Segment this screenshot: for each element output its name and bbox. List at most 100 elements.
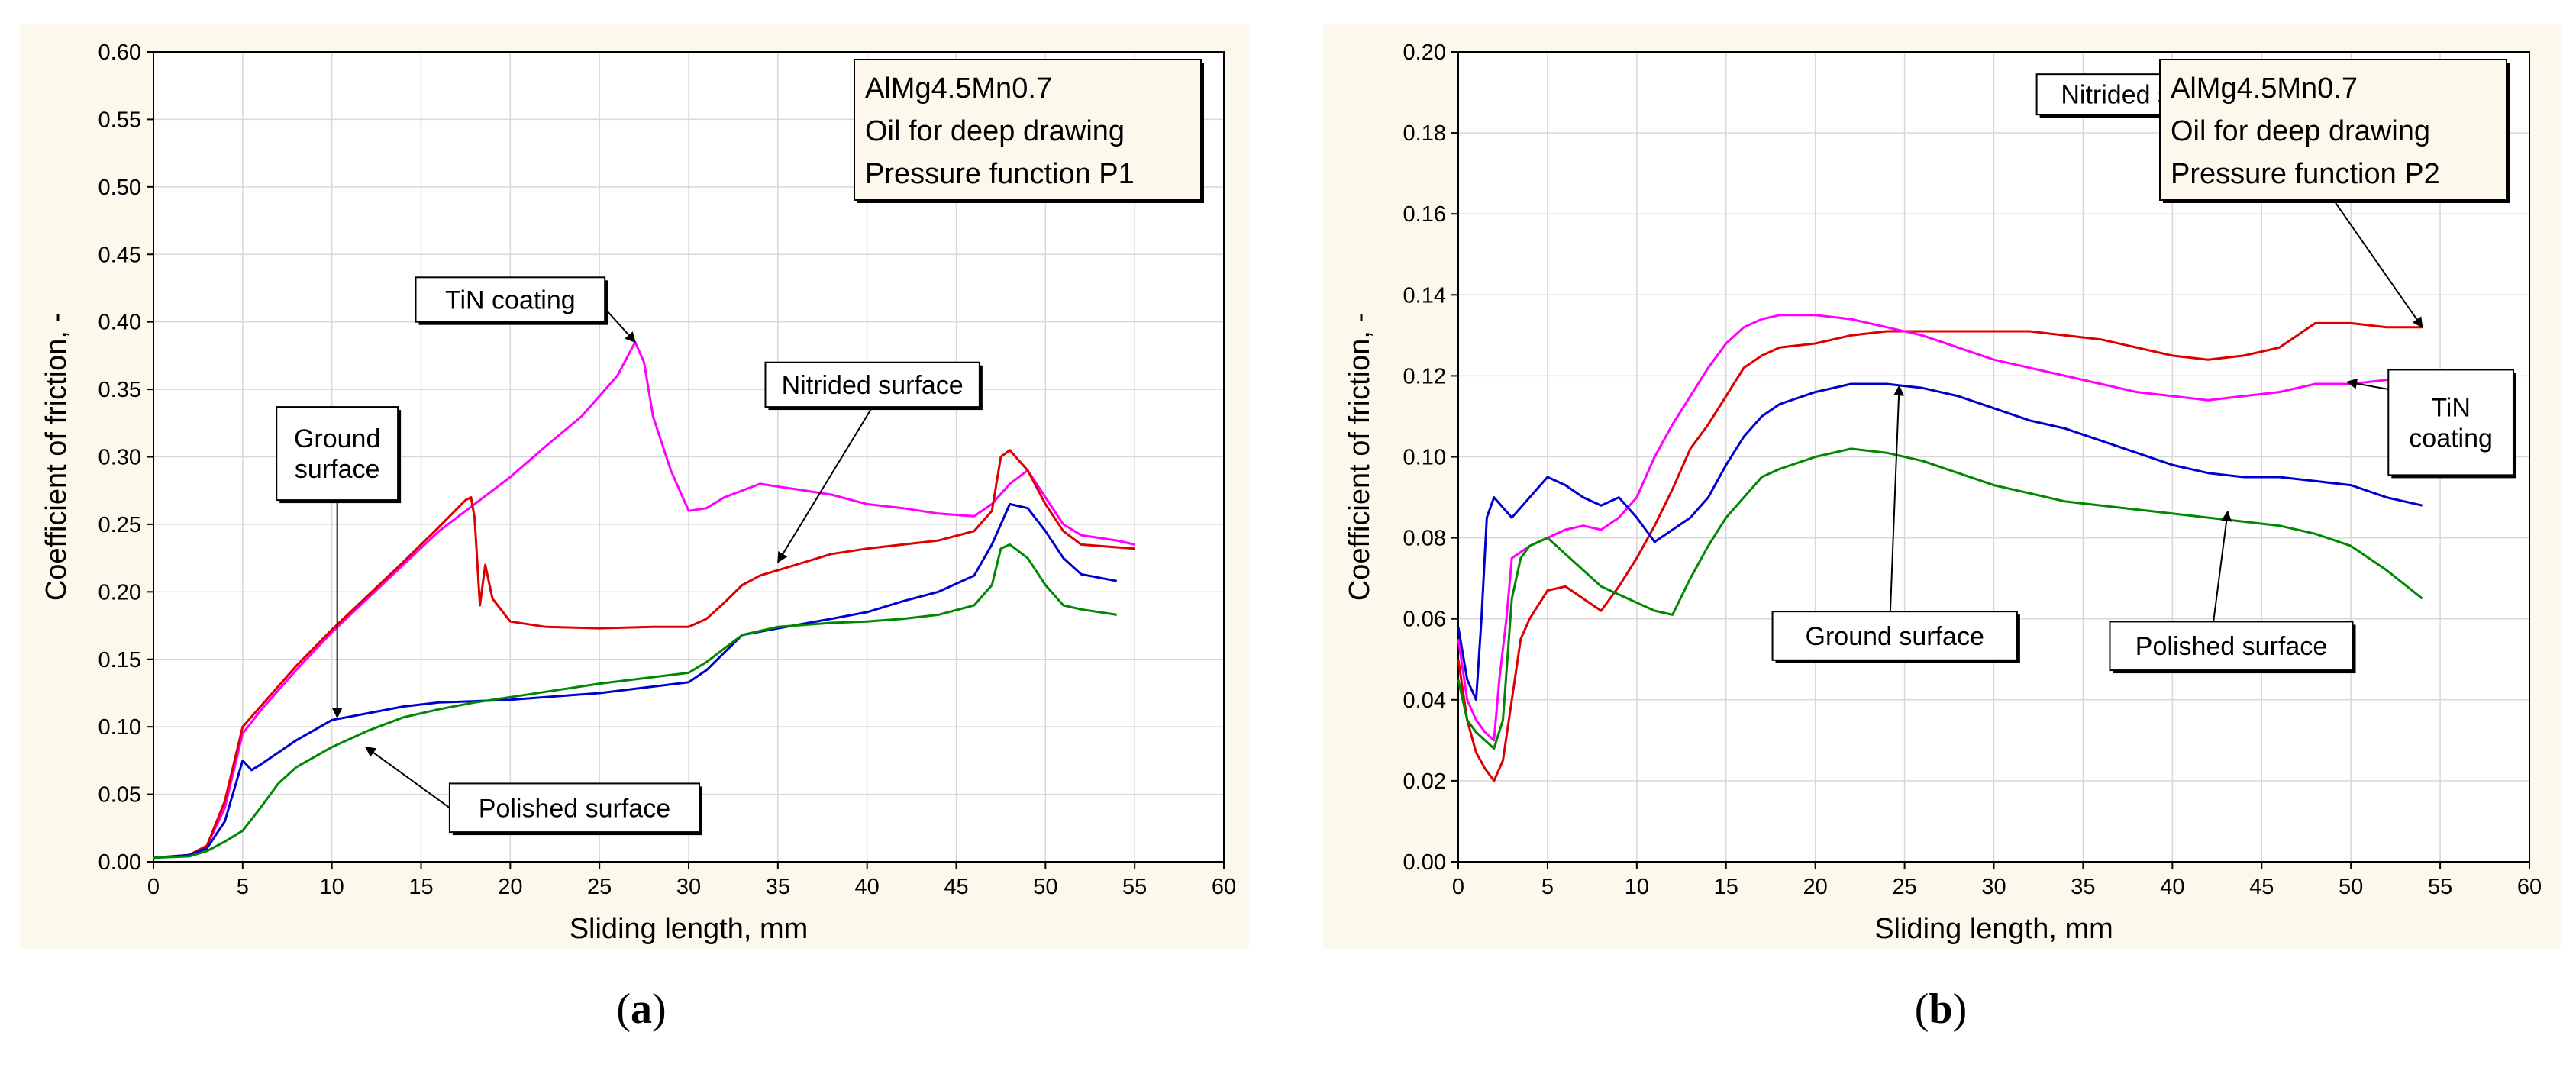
x-tick-label: 55 [1122, 875, 1147, 899]
annotation-text: Ground surface [1806, 622, 1984, 651]
annotation-arrow [604, 308, 636, 343]
y-tick-label: 0.25 [98, 513, 141, 537]
y-tick-label: 0.04 [1403, 689, 1446, 713]
y-tick-label: 0.06 [1403, 608, 1446, 632]
y-tick-label: 0.45 [98, 243, 141, 267]
annotation-polished-surface: Polished surface [2109, 510, 2356, 674]
x-tick-label: 5 [1541, 875, 1554, 899]
y-tick-label: 0.35 [98, 378, 141, 402]
x-axis-label: Sliding length, mm [570, 913, 809, 945]
x-tick-label: 30 [676, 875, 701, 899]
x-tick-label: 20 [1803, 875, 1828, 899]
plot-frame [1457, 51, 2530, 863]
info-box: AlMg4.5Mn0.7 Oil for deep drawing Pressure… [2159, 59, 2510, 203]
panel-a-caption: (a) [616, 985, 667, 1033]
x-tick-label: 45 [944, 875, 968, 899]
chart-a-svg: 0 5 10 15 20 25 30 35 40 45 50 55 60 0.00 0.05 0.10 0.15… [40, 40, 1236, 945]
y-tick-label: 0.08 [1403, 527, 1446, 551]
x-tick-label: 60 [1212, 875, 1236, 899]
annotation-arrow [364, 746, 450, 809]
x-tick-label: 10 [320, 875, 344, 899]
y-tick-label: 0.16 [1403, 202, 1446, 227]
y-tick-label: 0.60 [98, 40, 141, 65]
x-tick-label: 60 [2517, 875, 2542, 899]
y-tick-label: 0.15 [98, 648, 141, 672]
annotation-box [2387, 369, 2514, 476]
y-tick-label: 0.00 [98, 850, 141, 875]
y-axis-label: Coefficient of friction, - [1344, 313, 1376, 601]
series-line-ground-surface [153, 502, 1118, 860]
x-tick-label: 45 [2249, 875, 2274, 899]
x-tick-label: 35 [2071, 875, 2095, 899]
y-tick-label: 0.02 [1403, 769, 1446, 794]
chart-panel-a: 0 5 10 15 20 25 30 35 40 45 50 55 60 0.00 0.05 0.10 0.15… [20, 24, 1249, 949]
annotation-text: Polished surface [479, 794, 670, 823]
info-box-line: AlMg4.5Mn0.7 [865, 73, 1052, 105]
plot-frame [153, 51, 1225, 863]
series-line-nitrided-surface [153, 449, 1135, 860]
annotation-box [1771, 611, 2018, 661]
x-tick-label: 25 [1892, 875, 1916, 899]
x-tick-label: 5 [237, 875, 249, 899]
x-tick-label: 20 [498, 875, 522, 899]
x-tick-label: 10 [1625, 875, 1649, 899]
annotation-arrow [2213, 510, 2232, 622]
y-tick-label: 0.00 [1403, 850, 1446, 875]
x-tick-label: 40 [2160, 875, 2184, 899]
annotation-text: Ground [294, 424, 380, 453]
series-line-polished-surface [153, 543, 1118, 860]
series-line-nitrided-surface [1457, 321, 2423, 782]
annotation-polished-surface: Polished surface [364, 746, 703, 836]
y-tick-label: 0.05 [98, 783, 141, 808]
annotation-text: coating [2409, 424, 2493, 453]
series-line-ground-surface [1457, 382, 2423, 701]
info-box-line: AlMg4.5Mn0.7 [2171, 73, 2358, 105]
x-tick-label: 30 [1981, 875, 2006, 899]
annotation-arrow [776, 406, 873, 563]
y-tick-label: 0.20 [98, 580, 141, 605]
annotation-box [2109, 621, 2354, 672]
info-box-line: Oil for deep drawing [2171, 115, 2430, 147]
annotation-arrow [1889, 385, 1905, 612]
y-tick-label: 0.18 [1403, 121, 1446, 146]
chart-b-svg: 0 5 10 15 20 25 30 35 40 45 50 55 60 0.00 0.02 0.04 0.06… [1344, 40, 2542, 945]
x-tick-label: 50 [2339, 875, 2363, 899]
info-box-frame [2159, 59, 2507, 201]
y-tick-label: 0.14 [1403, 283, 1446, 308]
x-tick-label: 15 [1714, 875, 1738, 899]
x-tick-label: 15 [408, 875, 433, 899]
info-box-line: Pressure function P1 [865, 158, 1135, 190]
y-tick-label: 0.10 [1403, 446, 1446, 470]
y-tick-label: 0.20 [1403, 40, 1446, 65]
x-tick-label: 0 [147, 875, 160, 899]
annotation-text: TiN [2431, 393, 2471, 422]
x-tick-label: 35 [766, 875, 790, 899]
annotation-text: surface [295, 455, 380, 484]
y-tick-label: 0.40 [98, 311, 141, 335]
series-line-tin-coating [153, 340, 1135, 860]
y-tick-label: 0.55 [98, 108, 141, 132]
x-tick-label: 50 [1033, 875, 1057, 899]
annotation-tin-coating: TiN coating [415, 276, 636, 343]
panel-b-caption: (b) [1914, 985, 1968, 1033]
info-box-frame [854, 59, 1202, 201]
series-line-tin-coating [1457, 314, 2423, 742]
x-tick-label: 40 [855, 875, 880, 899]
info-box-line: Oil for deep drawing [865, 115, 1125, 147]
series-line-polished-surface [1457, 447, 2423, 750]
annotation-ground-surface: Ground surface [1771, 385, 2020, 663]
annotation-text: Polished surface [2135, 632, 2327, 661]
x-tick-label: 55 [2428, 875, 2452, 899]
x-tick-label: 0 [1452, 875, 1464, 899]
annotation-box [764, 361, 980, 408]
y-tick-label: 0.30 [98, 446, 141, 470]
annotation-box [448, 782, 701, 834]
y-tick-label: 0.12 [1403, 364, 1446, 389]
info-box: AlMg4.5Mn0.7 Oil for deep drawing Pressure… [854, 59, 1204, 203]
annotation-text: Nitrided surface [782, 371, 964, 400]
y-tick-label: 0.50 [98, 176, 141, 200]
x-axis-label: Sliding length, mm [1874, 913, 2113, 945]
x-tick-label: 25 [587, 875, 612, 899]
